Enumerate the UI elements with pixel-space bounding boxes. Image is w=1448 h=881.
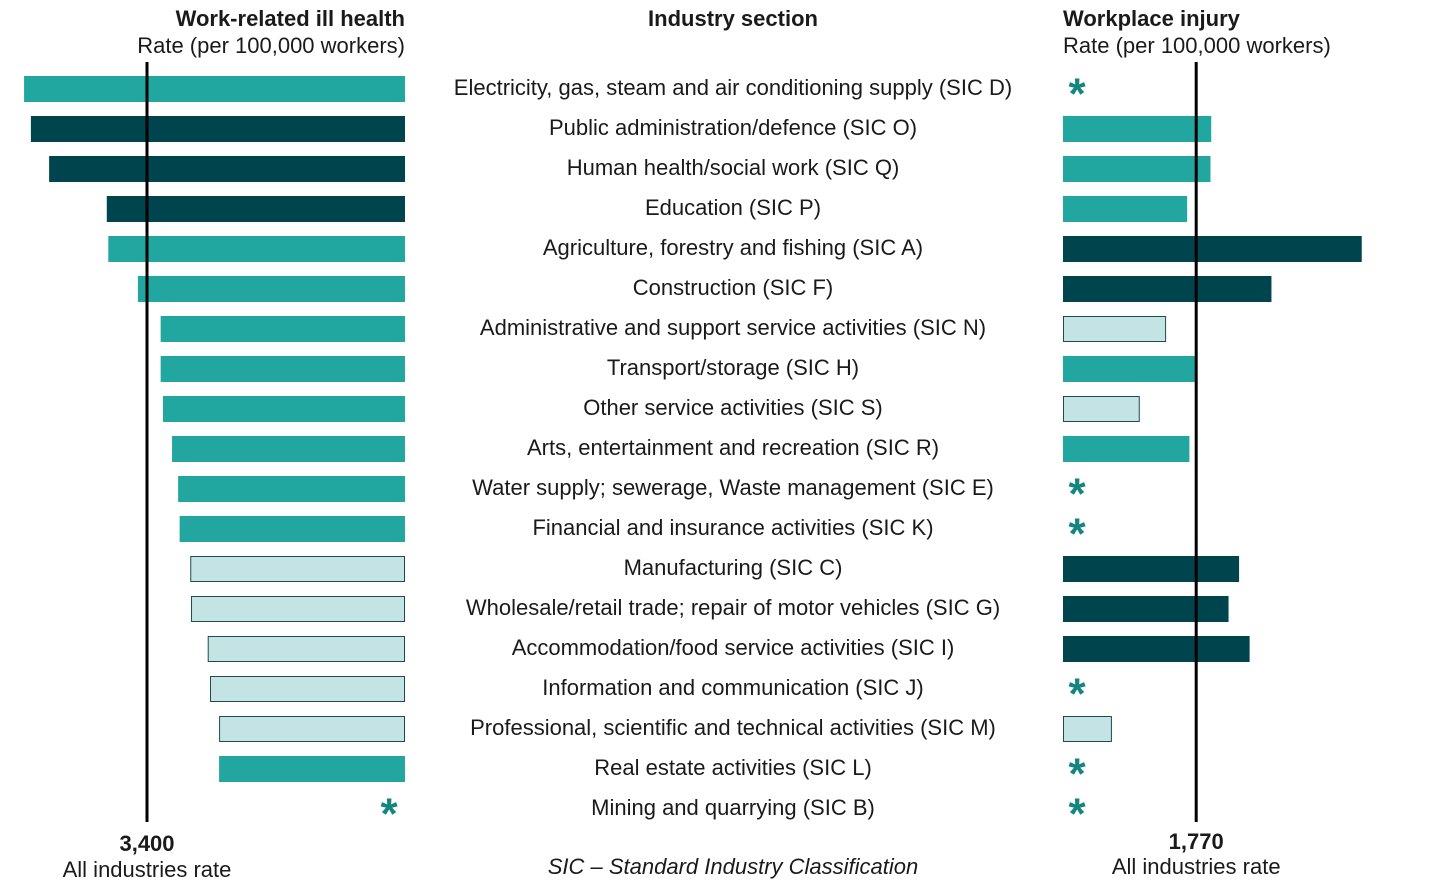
bar [178, 476, 405, 502]
category-label: Transport/storage (SIC H) [607, 355, 859, 380]
bar [179, 516, 405, 542]
bar [162, 396, 405, 422]
category-label: Wholesale/retail trade; repair of motor … [466, 595, 1000, 620]
bar [1063, 716, 1112, 742]
bar [1063, 556, 1240, 582]
bar [209, 676, 405, 702]
bar [49, 156, 406, 182]
missing-marker: * [380, 790, 398, 839]
panel-title: Workplace injury [1063, 6, 1241, 31]
category-label: Other service activities (SIC S) [583, 395, 883, 420]
reference-value: 3,400 [119, 831, 174, 856]
bar [1063, 316, 1167, 342]
category-label: Administrative and support service activ… [480, 315, 986, 340]
bar [1063, 356, 1196, 382]
missing-marker: * [1068, 750, 1086, 799]
bar [24, 76, 406, 102]
panel-title: Work-related ill health [176, 6, 405, 31]
category-label: Education (SIC P) [645, 195, 821, 220]
bar [160, 356, 405, 382]
bar [108, 236, 406, 262]
reference-text: All industries rate [63, 857, 232, 881]
category-label: Mining and quarrying (SIC B) [591, 795, 875, 820]
panel-axis-label: Rate (per 100,000 workers) [1063, 33, 1331, 58]
bar [207, 636, 405, 662]
panel-axis-label: Rate (per 100,000 workers) [137, 33, 405, 58]
category-label: Electricity, gas, steam and air conditio… [454, 75, 1012, 100]
category-label: Human health/social work (SIC Q) [567, 155, 900, 180]
category-label: Financial and insurance activities (SIC … [532, 515, 933, 540]
category-label: Construction (SIC F) [633, 275, 834, 300]
bar [190, 556, 405, 582]
missing-marker: * [1068, 670, 1086, 719]
category-label: Public administration/defence (SIC O) [549, 115, 917, 140]
bar [137, 276, 406, 302]
category-label: Manufacturing (SIC C) [624, 555, 843, 580]
category-label: Information and communication (SIC J) [542, 675, 924, 700]
reference-value: 1,770 [1169, 829, 1224, 854]
center-title: Industry section [648, 6, 818, 31]
bar [1063, 236, 1362, 262]
bar [1063, 276, 1272, 302]
reference-text: All industries rate [1112, 854, 1281, 879]
bar [30, 116, 406, 142]
footnote: SIC – Standard Industry Classification [548, 854, 919, 879]
bar [219, 716, 405, 742]
bar [1063, 596, 1229, 622]
bar [160, 316, 405, 342]
bar [1063, 156, 1211, 182]
bar [106, 196, 406, 222]
category-label: Accommodation/food service activities (S… [512, 635, 955, 660]
bar [1063, 196, 1188, 222]
missing-marker: * [1068, 470, 1086, 519]
bar [1063, 436, 1190, 462]
bar [219, 756, 405, 782]
missing-marker: * [1068, 790, 1086, 839]
category-label: Agriculture, forestry and fishing (SIC A… [543, 235, 923, 260]
bar [1063, 396, 1140, 422]
category-label: Water supply; sewerage, Waste management… [472, 475, 994, 500]
bar [1063, 116, 1212, 142]
category-label: Arts, entertainment and recreation (SIC … [527, 435, 939, 460]
bar [1063, 636, 1250, 662]
bar [172, 436, 405, 462]
category-label: Professional, scientific and technical a… [470, 715, 996, 740]
missing-marker: * [1068, 70, 1086, 119]
bar [191, 596, 405, 622]
missing-marker: * [1068, 510, 1086, 559]
category-label: Real estate activities (SIC L) [594, 755, 872, 780]
